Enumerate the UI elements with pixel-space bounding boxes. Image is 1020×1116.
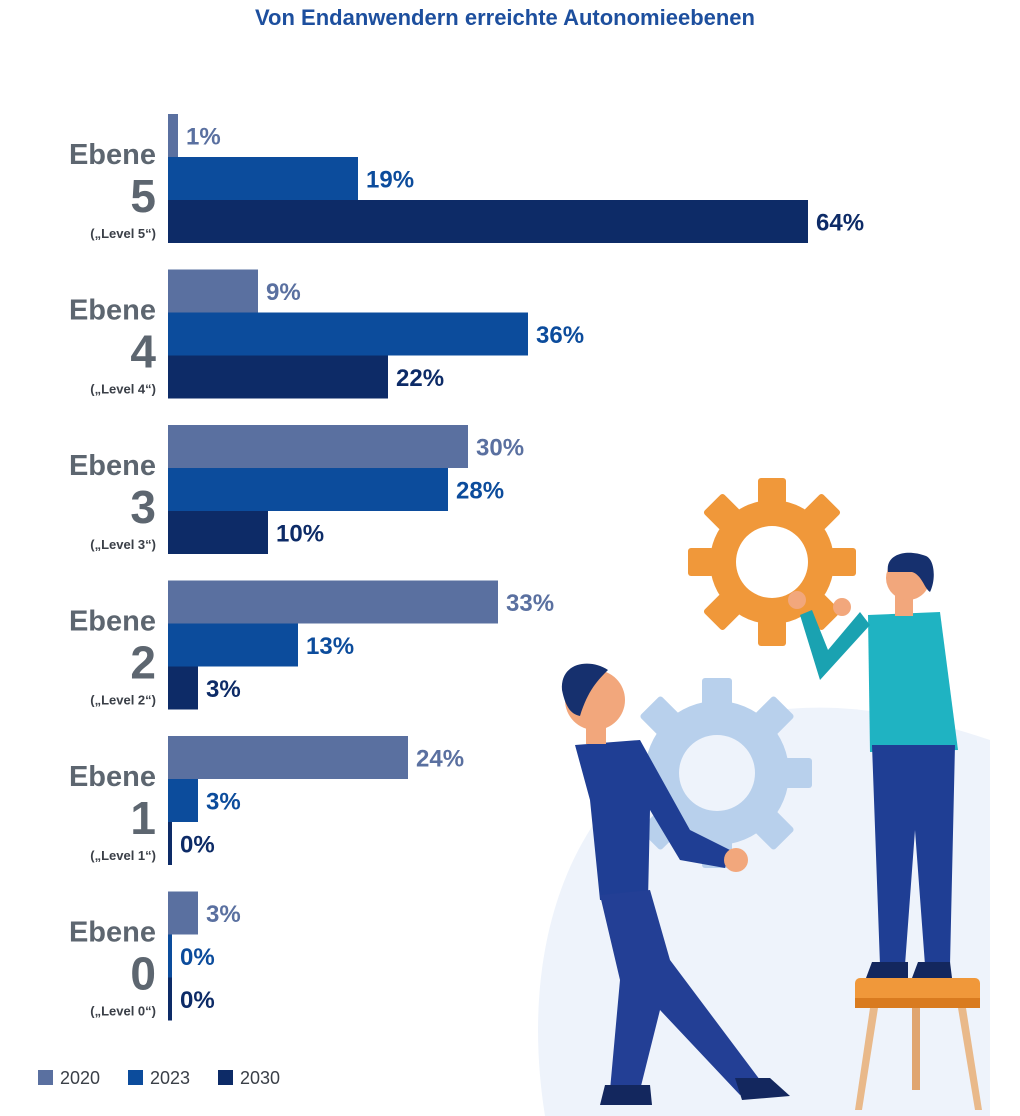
category-label-sub: („Level 0“) (90, 1004, 156, 1019)
data-label: 64% (816, 210, 864, 237)
category-label-sub: („Level 3“) (90, 537, 156, 552)
stool (855, 978, 982, 1110)
bar-2030-level-1 (168, 822, 172, 865)
data-label: 3% (206, 676, 241, 703)
data-label: 24% (416, 746, 464, 773)
bar-2023-level-4 (168, 312, 528, 356)
bar-2023-level-5 (168, 157, 358, 200)
data-label: 1% (186, 124, 221, 151)
data-label: 22% (396, 365, 444, 392)
data-label: 30% (476, 435, 524, 462)
bar-2030-level-0 (168, 977, 172, 1021)
category-label-word: Ebene (69, 606, 156, 638)
bar-2023-level-0 (168, 934, 172, 978)
category-label-word: Ebene (69, 295, 156, 327)
bar-2023-level-2 (168, 623, 298, 667)
legend-label: 2023 (150, 1068, 190, 1088)
data-label: 0% (180, 944, 215, 971)
category-label-number: 5 (130, 170, 156, 222)
legend-swatch-2030 (218, 1070, 233, 1085)
category-label-sub: („Level 1“) (90, 848, 156, 863)
bar-2020-level-1 (168, 736, 408, 779)
data-label: 33% (506, 590, 554, 617)
category-label-sub: („Level 2“) (90, 693, 156, 708)
category-label-word: Ebene (69, 761, 156, 793)
category-label-word: Ebene (69, 917, 156, 949)
person-on-stool (788, 552, 958, 978)
legend-label: 2020 (60, 1068, 100, 1088)
data-label: 28% (456, 478, 504, 505)
bar-2023-level-1 (168, 779, 198, 822)
bar-2023-level-3 (168, 468, 448, 511)
category-label-word: Ebene (69, 450, 156, 482)
bar-2030-level-5 (168, 200, 808, 243)
category-label-word: Ebene (69, 139, 156, 171)
bar-2020-level-2 (168, 580, 498, 624)
legend-swatch-2020 (38, 1070, 53, 1085)
legend: 2020 2023 2030 (38, 1068, 280, 1088)
category-label-sub: („Level 5“) (90, 226, 156, 241)
bar-2030-level-2 (168, 666, 198, 710)
category-label-sub: („Level 4“) (90, 382, 156, 397)
data-label: 13% (306, 633, 354, 660)
category-label-number: 2 (130, 637, 156, 689)
data-label: 3% (206, 901, 241, 928)
data-label: 0% (180, 832, 215, 859)
bar-2020-level-5 (168, 114, 178, 157)
bar-2020-level-0 (168, 891, 198, 935)
category-label-number: 1 (130, 792, 156, 844)
orange-gear-icon (688, 478, 856, 646)
legend-swatch-2023 (128, 1070, 143, 1085)
category-label-number: 3 (130, 481, 156, 533)
data-label: 3% (206, 789, 241, 816)
legend-label: 2030 (240, 1068, 280, 1088)
bar-2020-level-3 (168, 425, 468, 468)
bar-2030-level-3 (168, 511, 268, 554)
data-label: 19% (366, 167, 414, 194)
person-carrying-gear (561, 663, 790, 1105)
illustration (538, 478, 990, 1116)
category-label-number: 4 (130, 326, 156, 378)
chart-title: Von Endanwendern erreichte Autonomieeben… (255, 5, 755, 30)
data-label: 10% (276, 521, 324, 548)
data-label: 0% (180, 987, 215, 1014)
data-label: 36% (536, 322, 584, 349)
data-label: 9% (266, 279, 301, 306)
bars-layer: 1% 19% 64% 9% 36% 22% 30% 28% 10% 33% 13% 3% 24% 3% 0%… (168, 114, 864, 1021)
bar-2030-level-4 (168, 355, 388, 399)
bar-2020-level-4 (168, 269, 258, 313)
category-label-number: 0 (130, 948, 156, 1000)
